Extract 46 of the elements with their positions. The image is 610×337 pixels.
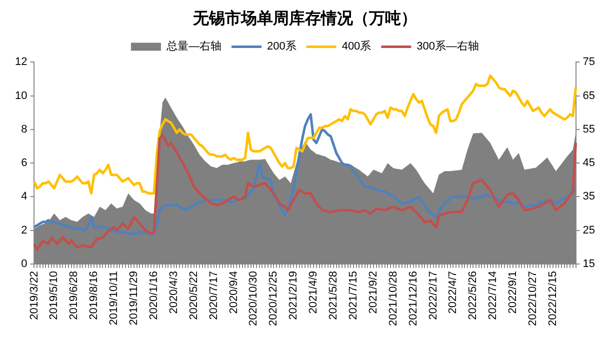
y2-tick-label: 35 bbox=[582, 190, 596, 203]
chart-title: 无锡市场单周库存情况（万吨） bbox=[192, 10, 417, 28]
y2-tick-label: 25 bbox=[582, 224, 596, 236]
legend-label: 300系—右轴 bbox=[416, 40, 480, 53]
y-tick-label: 12 bbox=[14, 56, 28, 68]
x-tick-label: 2022/7/14 bbox=[487, 270, 500, 320]
legend-label: 400系 bbox=[342, 40, 372, 53]
y-tick-label: 2 bbox=[21, 224, 28, 236]
x-tick-label: 2022/9/1 bbox=[507, 270, 520, 314]
y2-tick-label: 45 bbox=[582, 157, 596, 170]
x-tick-label: 2022/4/7 bbox=[447, 270, 460, 314]
x-tick-label: 2019/11/29 bbox=[128, 270, 140, 326]
x-tick-label: 2019/6/28 bbox=[68, 270, 80, 320]
x-tick-label: 2021/7/15 bbox=[347, 270, 360, 320]
y2-tick-label: 15 bbox=[582, 258, 596, 270]
x-tick-label: 2020/1/16 bbox=[148, 270, 160, 320]
x-tick-label: 2020/10/30 bbox=[248, 270, 260, 326]
x-tick-label: 2022/10/27 bbox=[527, 270, 540, 326]
y-tick-label: 10 bbox=[14, 90, 28, 102]
x-tick-label: 2021/9/2 bbox=[367, 270, 380, 314]
y-tick-label: 0 bbox=[21, 258, 28, 270]
legend-label: 总量—右轴 bbox=[165, 40, 222, 53]
x-tick-label: 2020/5/22 bbox=[188, 270, 200, 320]
x-tick-label: 2020/4/3 bbox=[168, 270, 180, 314]
y2-tick-label: 75 bbox=[582, 56, 596, 68]
x-tick-label: 2019/8/16 bbox=[88, 270, 100, 320]
x-tick-label: 2020/12/25 bbox=[268, 270, 280, 326]
legend-label: 200系 bbox=[266, 40, 296, 53]
x-tick-label: 2019/3/22 bbox=[28, 270, 40, 320]
x-tick-label: 2022/5/26 bbox=[467, 270, 480, 320]
y-tick-label: 6 bbox=[21, 157, 28, 170]
x-tick-label: 2021/2/19 bbox=[288, 270, 300, 320]
x-tick-label: 2021/4/9 bbox=[308, 270, 320, 314]
x-tick-label: 2022/2/17 bbox=[427, 270, 440, 320]
x-tick-label: 2022/12/15 bbox=[546, 270, 559, 326]
x-tick-label: 2021/12/16 bbox=[407, 270, 420, 326]
y-tick-label: 4 bbox=[21, 190, 28, 203]
y2-tick-label: 55 bbox=[582, 123, 596, 136]
x-tick-label: 2021/10/28 bbox=[387, 270, 400, 326]
x-tick-label: 2020/9/4 bbox=[228, 270, 240, 314]
x-tick-label: 2019/10/11 bbox=[108, 270, 120, 326]
x-tick-label: 2019/5/10 bbox=[48, 270, 60, 320]
x-tick-label: 2021/5/28 bbox=[328, 270, 340, 320]
y2-tick-label: 65 bbox=[582, 90, 596, 102]
x-tick-label: 2020/7/17 bbox=[208, 270, 220, 320]
y-tick-label: 8 bbox=[21, 123, 28, 136]
